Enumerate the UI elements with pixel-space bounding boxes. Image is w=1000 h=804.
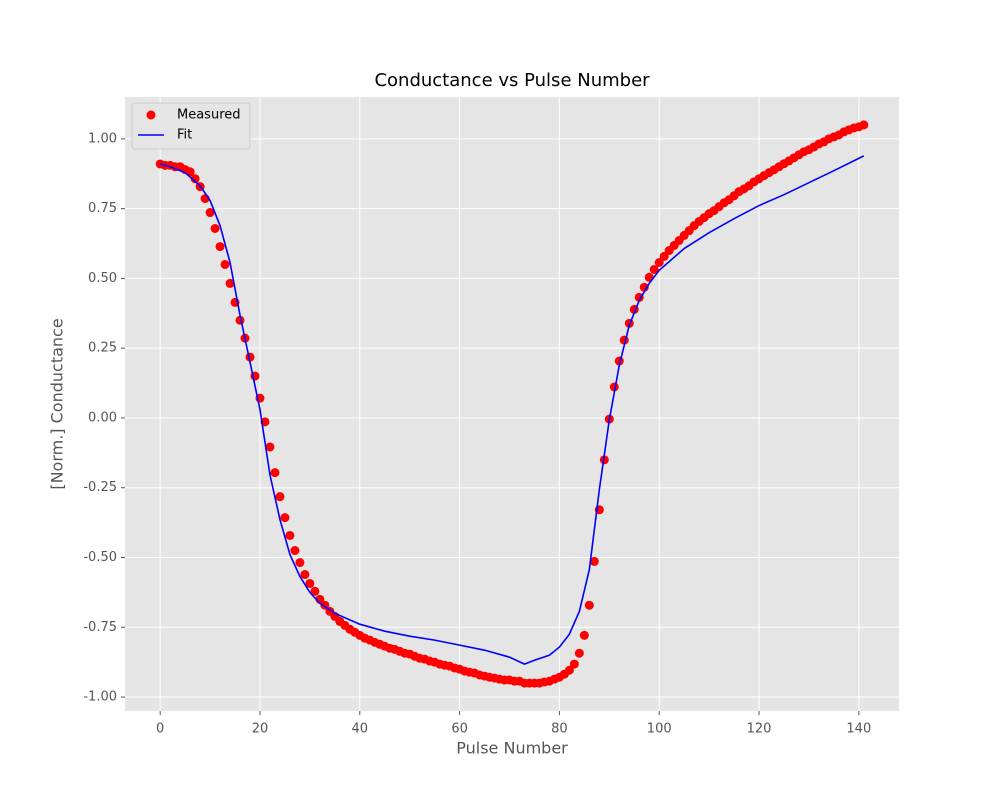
- y-tick-label: 0.50: [88, 271, 117, 286]
- x-tick-label: 0: [156, 722, 164, 737]
- y-tick-label: 0.75: [88, 201, 117, 216]
- grid: [125, 97, 899, 711]
- fit-line: [159, 155, 865, 665]
- y-tick-label: -0.75: [83, 620, 117, 635]
- data-point: [859, 120, 869, 130]
- data-point: [285, 530, 295, 540]
- chart-title: Conductance vs Pulse Number: [374, 70, 650, 91]
- data-point: [295, 558, 305, 568]
- x-tick-label: 80: [551, 722, 568, 737]
- y-tick-label: 0.00: [88, 410, 117, 425]
- x-tick-label: 140: [846, 722, 871, 737]
- data-point: [205, 208, 215, 218]
- x-tick-label: 20: [252, 722, 269, 737]
- data-point: [659, 251, 669, 261]
- data-point: [609, 382, 619, 392]
- data-point: [290, 546, 300, 556]
- marks: [155, 120, 869, 688]
- data-point: [579, 630, 589, 640]
- y-tick-label: 0.25: [88, 341, 117, 356]
- data-point: [584, 600, 594, 610]
- data-point: [280, 513, 290, 523]
- x-tick-label: 120: [747, 722, 772, 737]
- data-point: [275, 492, 285, 502]
- data-point: [190, 174, 200, 184]
- data-point: [589, 556, 599, 566]
- data-point: [220, 259, 230, 269]
- data-point: [215, 242, 225, 252]
- y-tick-label: -1.00: [83, 690, 117, 705]
- data-point: [265, 442, 275, 452]
- x-tick-label: 100: [647, 722, 672, 737]
- legend-label: Fit: [177, 128, 192, 143]
- y-tick-label: -0.50: [83, 550, 117, 565]
- y-axis-label: [Norm.] Conductance: [48, 318, 67, 489]
- x-axis-label: Pulse Number: [456, 739, 568, 758]
- legend: Measured Fit: [131, 102, 251, 150]
- data-point: [305, 578, 315, 588]
- legend-label: Measured: [177, 108, 241, 123]
- x-tick-label: 60: [451, 722, 468, 737]
- data-point: [654, 258, 664, 268]
- data-point: [574, 648, 584, 658]
- y-tick-label: -0.25: [83, 480, 117, 495]
- plot-area: [125, 97, 899, 711]
- data-point: [564, 665, 574, 675]
- data-point: [569, 659, 579, 669]
- data-point: [649, 264, 659, 274]
- data-point: [310, 586, 320, 596]
- data-point: [210, 223, 220, 233]
- data-point: [225, 278, 235, 288]
- legend-box: [131, 102, 251, 150]
- data-point: [270, 468, 280, 478]
- y-tick-label: 1.00: [88, 131, 117, 146]
- legend-marker: [146, 110, 156, 120]
- data-point: [300, 570, 310, 580]
- x-tick-label: 40: [352, 722, 369, 737]
